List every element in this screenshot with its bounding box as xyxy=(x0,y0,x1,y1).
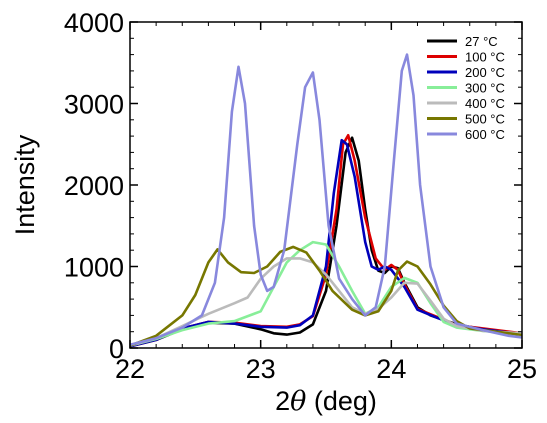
series-line-1 xyxy=(129,134,523,348)
legend-label-2: 200 °C xyxy=(465,65,505,80)
series-line-6 xyxy=(129,53,523,346)
legend-label-1: 100 °C xyxy=(465,50,505,65)
series-layer xyxy=(129,53,523,348)
x-tick-label: 25 xyxy=(507,354,537,384)
series-line-4 xyxy=(129,257,523,347)
x-tick-label: 23 xyxy=(246,354,276,384)
ticks-layer: 22 23 24 25 0 1000 2000 3000 4000 xyxy=(64,8,537,384)
legend-label-4: 400 °C xyxy=(465,96,505,111)
y-tick-label: 4000 xyxy=(64,8,124,38)
y-tick-label: 0 xyxy=(109,334,124,364)
y-axis-label: Intensity xyxy=(10,134,40,235)
legend-label-3: 300 °C xyxy=(465,81,505,96)
legend-label-5: 500 °C xyxy=(465,112,505,127)
x-tick-label: 24 xyxy=(376,354,406,384)
legend-label-0: 27 °C xyxy=(465,34,498,49)
y-tick-label: 1000 xyxy=(64,253,124,283)
x-tick-label: 22 xyxy=(115,354,145,384)
x-axis-label: 2θ (deg) xyxy=(275,386,377,417)
series-line-3 xyxy=(129,240,523,347)
legend-label-6: 600 °C xyxy=(465,127,505,142)
y-tick-label: 2000 xyxy=(64,171,124,201)
series-line-5 xyxy=(129,245,523,347)
series-line-2 xyxy=(129,138,523,348)
y-tick-label: 3000 xyxy=(64,90,124,120)
series-line-0 xyxy=(129,136,523,348)
